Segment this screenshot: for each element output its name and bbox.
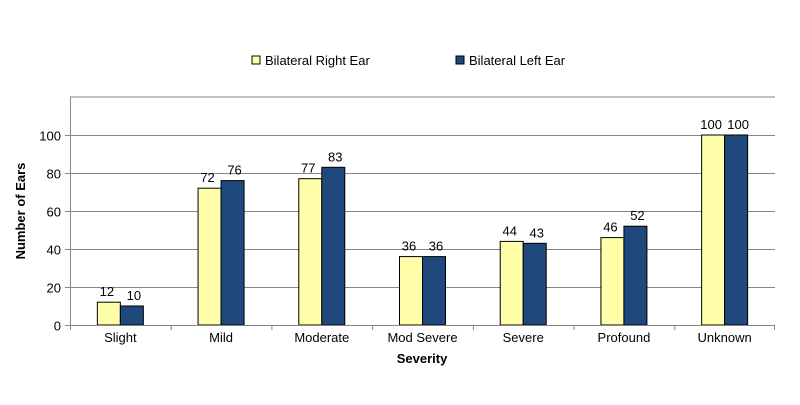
data-label: 10 — [127, 288, 141, 303]
data-label: 36 — [402, 239, 416, 254]
x-tick-label: Moderate — [294, 330, 349, 345]
y-tick-label: 80 — [47, 167, 61, 182]
x-tick-label: Unknown — [698, 330, 752, 345]
bar-right-ear — [197, 187, 222, 326]
legend-swatch — [455, 55, 465, 65]
bar-left-ear — [623, 225, 648, 326]
legend: Bilateral Right Ear Bilateral Left Ear — [251, 53, 566, 68]
y-tick-label: 40 — [47, 243, 61, 258]
bar-left-ear — [422, 256, 446, 326]
bar-right-ear — [298, 178, 323, 326]
bar-right-ear — [96, 301, 121, 326]
y-tick-label: 20 — [47, 281, 61, 296]
bar-left-ear — [724, 134, 749, 326]
y-tick-label: 100 — [39, 129, 61, 144]
bar-right-ear — [499, 240, 524, 326]
data-label: 77 — [301, 161, 315, 176]
data-label: 100 — [727, 117, 749, 132]
data-label: 72 — [200, 170, 214, 185]
data-label: 46 — [603, 220, 617, 235]
axes: 0 20 40 60 80 100 Slight Mild Moderate Mod Severe… — [39, 97, 775, 345]
bar-left-ear — [321, 166, 346, 326]
x-tick-label: Severe — [503, 330, 544, 345]
y-tick-label: 60 — [47, 205, 61, 220]
y-tick-label: 0 — [54, 319, 61, 334]
legend-swatch — [251, 55, 261, 65]
data-label: 12 — [100, 284, 114, 299]
legend-label: Bilateral Right Ear — [265, 53, 370, 68]
data-label: 76 — [227, 163, 241, 178]
data-label: 43 — [529, 225, 543, 240]
bar-right-ear — [399, 256, 423, 326]
y-axis-label: Number of Ears — [13, 163, 28, 260]
bar-right-ear — [600, 237, 625, 326]
bar-left-ear — [220, 180, 245, 326]
bar-right-ear — [701, 134, 726, 326]
data-label: 36 — [429, 239, 443, 254]
bar-left-ear — [119, 305, 144, 326]
bars: 12 10 72 76 77 83 36 36 44 43 46 52 100 100 — [96, 117, 749, 326]
data-label: 44 — [502, 223, 516, 238]
x-tick-label: Mod Severe — [387, 330, 457, 345]
legend-label: Bilateral Left Ear — [469, 53, 566, 68]
x-tick-label: Profound — [598, 330, 651, 345]
data-label: 100 — [700, 117, 722, 132]
gridlines — [70, 96, 775, 288]
bar-left-ear — [522, 242, 547, 326]
data-label: 52 — [630, 208, 644, 223]
x-axis-label: Severity — [397, 351, 448, 366]
x-tick-label: Slight — [104, 330, 137, 345]
data-label: 83 — [328, 149, 342, 164]
x-tick-label: Mild — [209, 330, 233, 345]
